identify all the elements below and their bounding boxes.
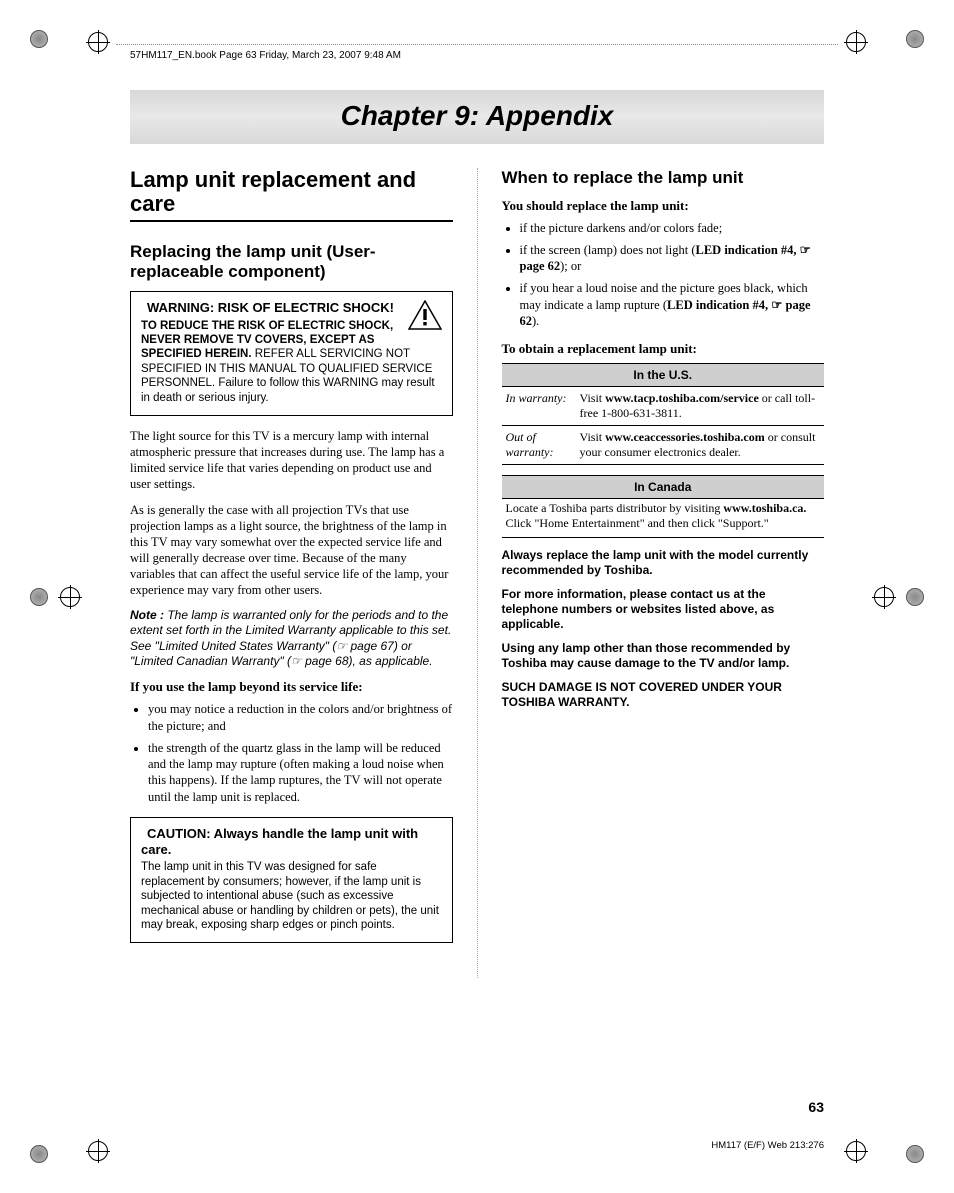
table-row: In warranty: Visit www.tacp.toshiba.com/…: [502, 387, 825, 426]
two-column-layout: Lamp unit replacement and care Replacing…: [130, 168, 824, 978]
note-text: The lamp is warranted only for the perio…: [130, 608, 451, 668]
body-paragraph: As is generally the case with all projec…: [130, 502, 453, 598]
caution-box: CAUTION: Always handle the lamp unit wit…: [130, 817, 453, 943]
crop-mark-ml: [30, 588, 48, 606]
list-item: if the screen (lamp) does not light (LED…: [520, 242, 825, 275]
note-paragraph: Note : The lamp is warranted only for th…: [130, 608, 453, 669]
footer-code: HM117 (E/F) Web 213:276: [711, 1140, 824, 1151]
right-column: When to replace the lamp unit You should…: [502, 168, 825, 978]
warning-title: WARNING: RISK OF ELECTRIC SHOCK!: [141, 300, 442, 316]
bold-paragraph: For more information, please contact us …: [502, 587, 825, 633]
subsection-heading: When to replace the lamp unit: [502, 168, 825, 188]
note-label: Note :: [130, 608, 164, 622]
table-row: Out of warranty: Visit www.ceaccessories…: [502, 426, 825, 465]
sub-heading: If you use the lamp beyond its service l…: [130, 679, 453, 695]
body-paragraph: The light source for this TV is a mercur…: [130, 428, 453, 492]
table-cell-key: Out of warranty:: [502, 426, 576, 465]
document-header: 57HM117_EN.book Page 63 Friday, March 23…: [130, 50, 401, 61]
canada-table: In Canada: [502, 475, 825, 499]
registration-mark: [86, 1139, 110, 1163]
caution-body: The lamp unit in this TV was designed fo…: [141, 861, 439, 931]
page-content: Chapter 9: Appendix Lamp unit replacemen…: [130, 90, 824, 1133]
bold-paragraph: Using any lamp other than those recommen…: [502, 641, 825, 672]
page-number: 63: [808, 1099, 824, 1115]
us-table: In the U.S. In warranty: Visit www.tacp.…: [502, 363, 825, 465]
bold-paragraph: Always replace the lamp unit with the mo…: [502, 548, 825, 579]
registration-mark: [844, 1139, 868, 1163]
registration-mark: [872, 585, 896, 609]
chapter-title: Chapter 9: Appendix: [130, 100, 824, 132]
warning-body: TO REDUCE THE RISK OF ELECTRIC SHOCK, NE…: [141, 320, 435, 404]
crop-mark-mr: [906, 588, 924, 606]
exclamation-icon: [408, 300, 442, 334]
table-cell-value: Visit www.tacp.toshiba.com/service or ca…: [576, 387, 825, 426]
left-column: Lamp unit replacement and care Replacing…: [130, 168, 453, 978]
registration-mark: [86, 30, 110, 54]
registration-mark: [844, 30, 868, 54]
crop-mark-br: [906, 1145, 924, 1163]
chapter-banner: Chapter 9: Appendix: [130, 90, 824, 144]
canada-body: Locate a Toshiba parts distributor by vi…: [502, 499, 825, 538]
list-item: you may notice a reduction in the colors…: [148, 701, 453, 734]
warning-box: WARNING: RISK OF ELECTRIC SHOCK! TO REDU…: [130, 291, 453, 416]
crop-mark-bl: [30, 1145, 48, 1163]
table-header: In Canada: [502, 476, 825, 499]
list-item: the strength of the quartz glass in the …: [148, 740, 453, 805]
registration-mark: [58, 585, 82, 609]
sub-heading: You should replace the lamp unit:: [502, 198, 825, 214]
column-separator: [477, 168, 478, 978]
section-heading: Lamp unit replacement and care: [130, 168, 453, 222]
list-item: if you hear a loud noise and the picture…: [520, 280, 825, 329]
caution-title: CAUTION: Always handle the lamp unit wit…: [141, 826, 442, 859]
bullet-list: you may notice a reduction in the colors…: [130, 701, 453, 805]
table-header: In the U.S.: [502, 364, 825, 387]
bullet-list: if the picture darkens and/or colors fad…: [502, 220, 825, 330]
table-cell-value: Visit www.ceaccessories.toshiba.com or c…: [576, 426, 825, 465]
crop-mark-tr: [906, 30, 924, 48]
sub-heading: To obtain a replacement lamp unit:: [502, 341, 825, 357]
subsection-heading: Replacing the lamp unit (User-replaceabl…: [130, 242, 453, 281]
crop-mark-tl: [30, 30, 48, 48]
header-rule: [116, 44, 838, 45]
bold-paragraph: SUCH DAMAGE IS NOT COVERED UNDER YOUR TO…: [502, 680, 825, 711]
list-item: if the picture darkens and/or colors fad…: [520, 220, 825, 236]
table-cell-key: In warranty:: [502, 387, 576, 426]
